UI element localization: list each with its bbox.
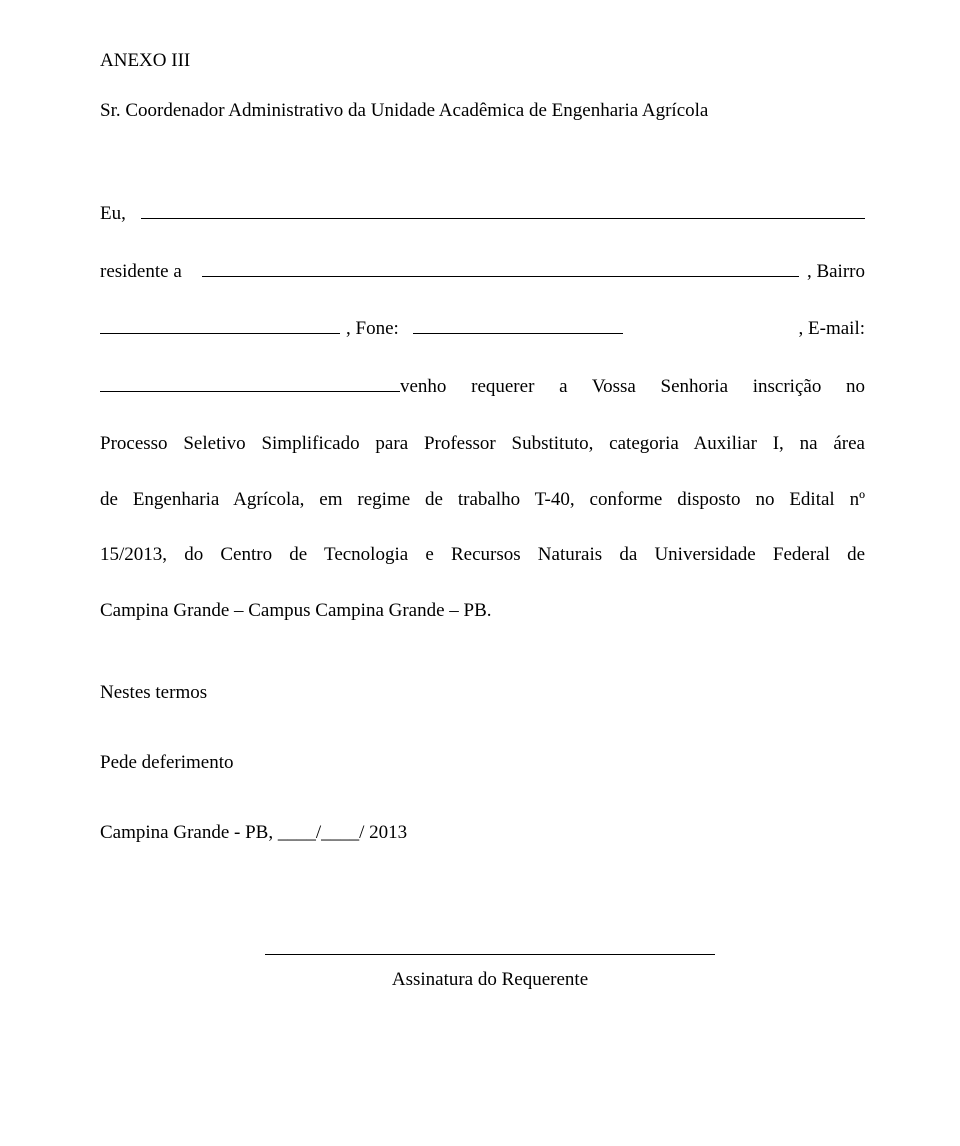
eu-label: Eu, xyxy=(100,190,126,238)
bairro-trail: , Bairro xyxy=(807,248,865,296)
nestes-termos: Nestes termos xyxy=(100,682,865,704)
signature-line xyxy=(265,954,715,955)
email-label: , E-mail: xyxy=(629,305,865,353)
body-line-1: Processo Seletivo Simplificado para Prof… xyxy=(100,420,865,468)
residente-blank xyxy=(202,258,799,277)
signature-label: Assinatura do Requerente xyxy=(265,969,715,991)
signature-block: Assinatura do Requerente xyxy=(265,954,715,991)
venho-text: venho requerer a Vossa Senhoria inscriçã… xyxy=(400,363,865,411)
pede-deferimento: Pede deferimento xyxy=(100,752,865,774)
document-subtitle: Sr. Coordenador Administrativo da Unidad… xyxy=(100,100,865,122)
body-line-3: 15/2013, do Centro de Tecnologia e Recur… xyxy=(100,531,865,579)
document-title: ANEXO III xyxy=(100,50,865,72)
fone-blank xyxy=(413,315,623,334)
date-line: Campina Grande - PB, ____/____/ 2013 xyxy=(100,822,865,844)
form-area: Eu, residente a , Bairro , Fone: , E-mai… xyxy=(100,190,865,634)
eu-blank xyxy=(141,200,865,219)
venho-line: venho requerer a Vossa Senhoria inscriçã… xyxy=(100,363,865,411)
fone-line: , Fone: , E-mail: xyxy=(100,305,865,353)
residente-label: residente a xyxy=(100,248,182,296)
residente-line: residente a , Bairro xyxy=(100,248,865,296)
email-blank xyxy=(100,373,400,392)
body-line-2: de Engenharia Agrícola, em regime de tra… xyxy=(100,476,865,524)
eu-line: Eu, xyxy=(100,190,865,238)
bairro-blank xyxy=(100,315,340,334)
fone-label: , Fone: xyxy=(346,305,399,353)
body-line-4: Campina Grande – Campus Campina Grande –… xyxy=(100,587,865,635)
